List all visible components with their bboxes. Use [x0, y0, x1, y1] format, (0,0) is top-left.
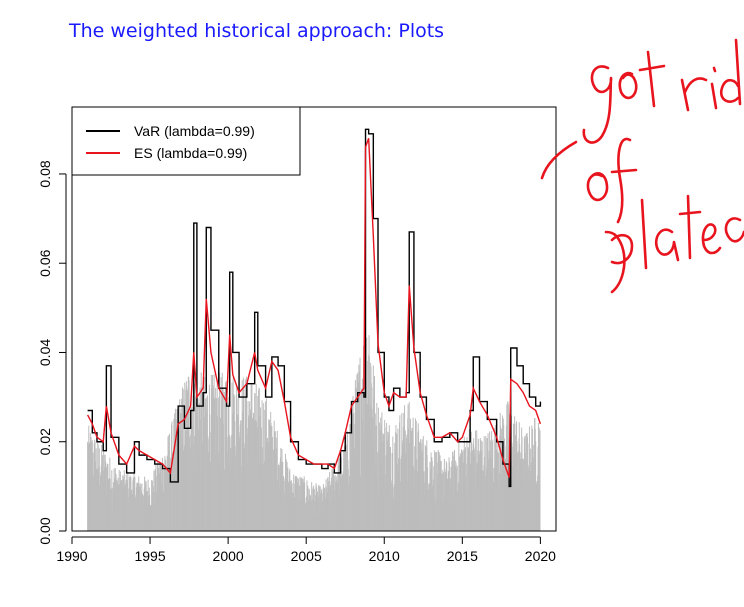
series-lines	[86, 128, 542, 488]
series-line-var	[87, 128, 542, 488]
x-tick-label: 2005	[291, 548, 322, 564]
y-tick-label: 0.04	[37, 339, 53, 366]
x-tick-label: 2010	[369, 548, 400, 564]
slide-title: The weighted historical approach: Plots	[69, 20, 445, 42]
x-tick-label: 2000	[213, 548, 244, 564]
loss-bars	[87, 335, 541, 531]
handwritten-annotation	[540, 38, 744, 294]
series-line-es	[86, 138, 542, 478]
x-axis: 1990 1995 2000 2005 2010 2015 2020	[56, 536, 556, 564]
plot-frame	[71, 106, 557, 532]
y-tick-label: 0.02	[37, 428, 53, 455]
y-tick-label: 0.00	[37, 517, 53, 544]
legend-label-var: VaR (lambda=0.99)	[134, 123, 255, 139]
legend: VaR (lambda=0.99) ES (lambda=0.99)	[71, 106, 301, 176]
y-tick-label: 0.08	[37, 160, 53, 187]
x-tick-label: 1990	[56, 548, 87, 564]
x-tick-label: 1995	[134, 548, 165, 564]
y-tick-label: 0.06	[37, 249, 53, 276]
y-axis: 0.00 0.02 0.04 0.06 0.08	[37, 160, 67, 545]
legend-box	[71, 106, 301, 176]
x-tick-label: 2020	[525, 548, 556, 564]
x-tick-label: 2015	[447, 548, 478, 564]
legend-label-es: ES (lambda=0.99)	[134, 145, 247, 161]
